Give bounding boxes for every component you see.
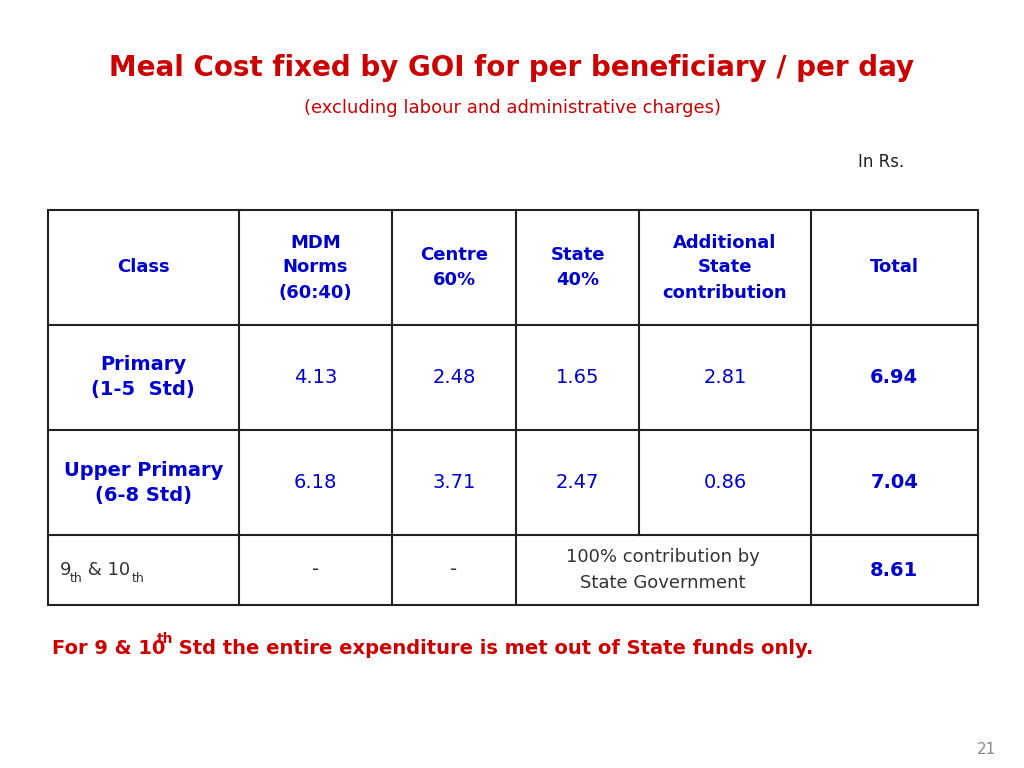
Text: Std the entire expenditure is met out of State funds only.: Std the entire expenditure is met out of…: [172, 638, 813, 657]
Text: Meal Cost fixed by GOI for per beneficiary / per day: Meal Cost fixed by GOI for per beneficia…: [110, 54, 914, 82]
Text: 7.04: 7.04: [870, 473, 919, 492]
Text: th: th: [132, 571, 144, 584]
Text: 1.65: 1.65: [556, 368, 599, 387]
Text: Additional
State
contribution: Additional State contribution: [663, 233, 787, 302]
Text: 2.48: 2.48: [432, 368, 475, 387]
Text: Total: Total: [869, 259, 919, 276]
Text: 21: 21: [977, 743, 996, 757]
Text: Primary
(1-5  Std): Primary (1-5 Std): [91, 356, 196, 399]
Text: -: -: [312, 561, 318, 580]
Text: 100% contribution by
State Government: 100% contribution by State Government: [566, 548, 760, 591]
Text: 2.47: 2.47: [556, 473, 599, 492]
Text: Class: Class: [117, 259, 170, 276]
Text: -: -: [451, 561, 458, 580]
Text: State
40%: State 40%: [550, 246, 605, 289]
Text: th: th: [157, 632, 173, 646]
Text: (excluding labour and administrative charges): (excluding labour and administrative cha…: [303, 99, 721, 117]
Text: Upper Primary
(6-8 Std): Upper Primary (6-8 Std): [63, 461, 223, 505]
Text: Centre
60%: Centre 60%: [420, 246, 488, 289]
Text: 4.13: 4.13: [294, 368, 337, 387]
Text: 8.61: 8.61: [870, 561, 919, 580]
Text: For 9 & 10: For 9 & 10: [52, 638, 165, 657]
Bar: [48, 210, 978, 605]
Text: & 10: & 10: [82, 561, 130, 579]
Text: 3.71: 3.71: [432, 473, 475, 492]
Text: In Rs.: In Rs.: [858, 153, 904, 171]
Text: 6.18: 6.18: [294, 473, 337, 492]
Text: 6.94: 6.94: [870, 368, 919, 387]
Text: th: th: [70, 571, 83, 584]
Text: 0.86: 0.86: [703, 473, 746, 492]
Text: 2.81: 2.81: [703, 368, 746, 387]
Text: 9: 9: [60, 561, 72, 579]
Text: MDM
Norms
(60:40): MDM Norms (60:40): [279, 233, 352, 302]
